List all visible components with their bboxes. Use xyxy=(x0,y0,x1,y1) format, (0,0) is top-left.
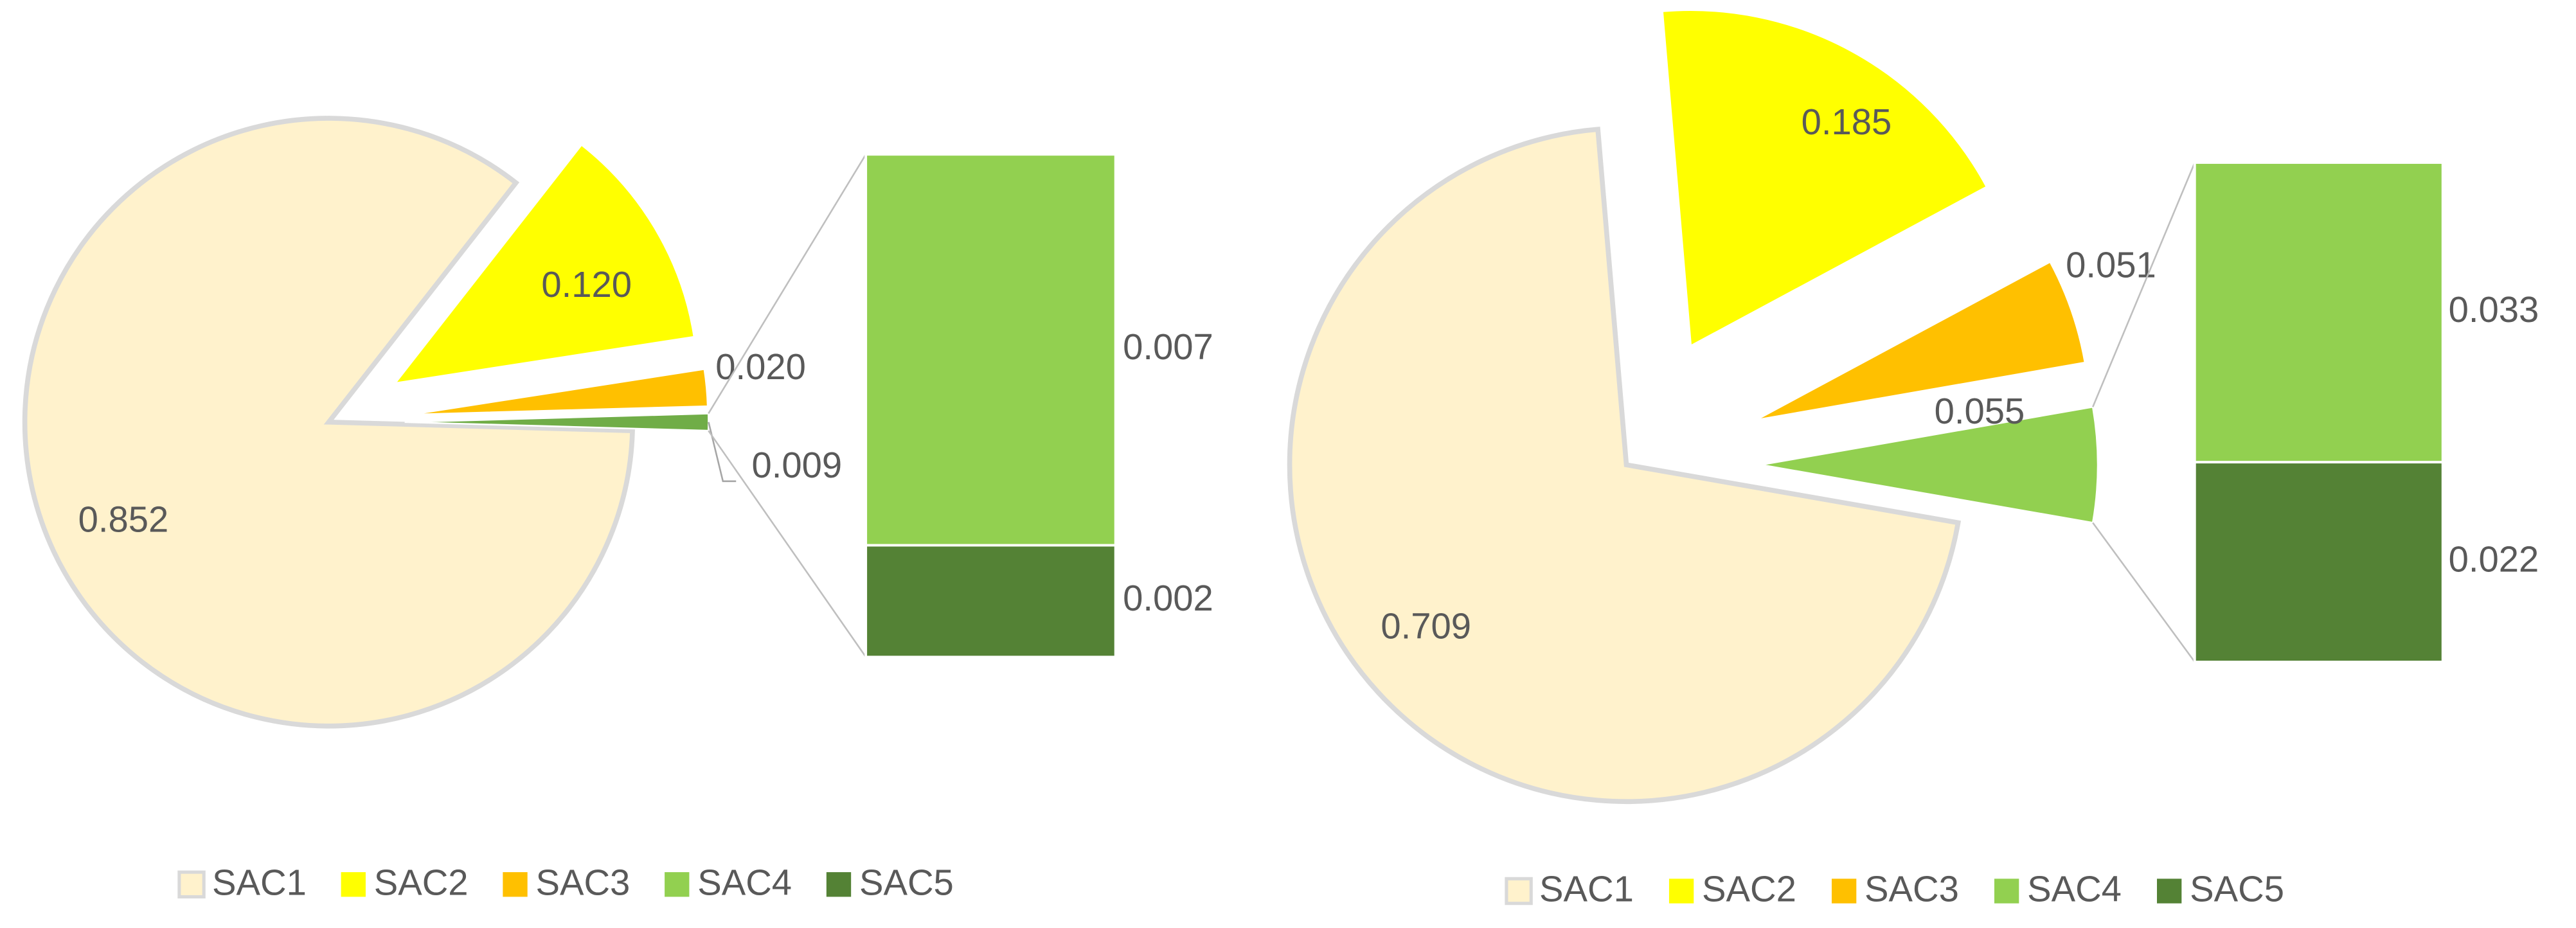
data-label: 0.022 xyxy=(2449,539,2539,579)
leader-line xyxy=(708,422,737,483)
legend-swatch xyxy=(1668,879,1694,904)
pie-slice xyxy=(1660,8,1989,349)
pie-slice xyxy=(391,142,696,386)
bar-segment xyxy=(2193,161,2444,464)
legend-label: SAC5 xyxy=(859,862,954,902)
bar-segment xyxy=(864,153,1117,547)
legend-swatch xyxy=(826,872,852,897)
legend-swatch xyxy=(1994,879,2019,904)
data-label: 0.009 xyxy=(751,445,842,485)
data-label: 0.002 xyxy=(1123,578,1213,618)
legend-label: SAC2 xyxy=(374,862,469,902)
legend-swatch xyxy=(2156,879,2182,904)
data-label: 0.051 xyxy=(2066,244,2156,285)
legend-label: SAC3 xyxy=(1865,869,1959,909)
legend-label: SAC5 xyxy=(2190,869,2284,909)
legend-swatch xyxy=(341,872,366,897)
connector-line xyxy=(2092,522,2196,663)
legend-swatch xyxy=(665,872,690,897)
data-label: 0.020 xyxy=(715,346,806,387)
legend-label: SAC4 xyxy=(2027,869,2122,909)
pie-slice xyxy=(1753,260,2087,422)
connector-line xyxy=(708,430,867,658)
legend-label: SAC3 xyxy=(535,862,630,902)
legend-label: SAC1 xyxy=(1539,869,1634,909)
data-label: 0.120 xyxy=(541,264,632,305)
data-label: 0.033 xyxy=(2449,289,2539,330)
bar-segment xyxy=(864,544,1117,659)
other-slice xyxy=(1760,406,2099,524)
legend-swatch xyxy=(503,872,528,897)
other-slice xyxy=(404,413,710,432)
data-label: 0.852 xyxy=(78,499,169,540)
data-label: 0.007 xyxy=(1123,326,1213,367)
legend-swatch xyxy=(1505,877,1533,906)
pie-slice xyxy=(1287,127,1962,804)
connector-line xyxy=(2092,162,2196,407)
pie-slice xyxy=(22,116,636,729)
connector-line xyxy=(708,154,867,415)
legend-swatch xyxy=(1831,879,1857,904)
bar-segment xyxy=(2193,461,2444,663)
pie-slice xyxy=(404,367,710,416)
data-label: 0.709 xyxy=(1381,606,1471,647)
legend-label: SAC4 xyxy=(697,862,792,902)
legend-label: SAC1 xyxy=(212,862,307,902)
legend-label: SAC2 xyxy=(1702,869,1796,909)
data-label: 0.185 xyxy=(1802,102,1892,142)
data-label: 0.055 xyxy=(1935,391,2025,431)
legend-swatch xyxy=(177,870,206,898)
